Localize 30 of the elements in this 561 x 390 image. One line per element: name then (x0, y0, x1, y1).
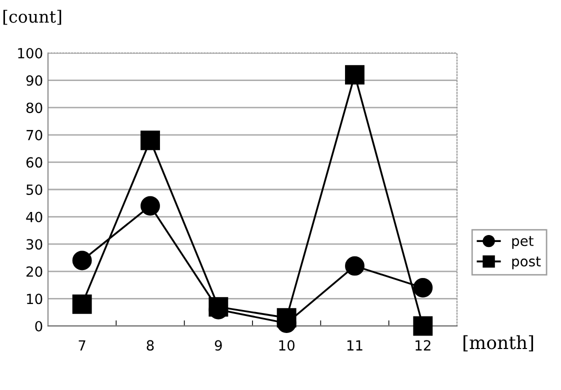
y-tick-label: 10 (26, 294, 42, 304)
x-tick-label: 9 (214, 340, 222, 351)
point (72, 294, 92, 314)
legend-label: pet (512, 236, 534, 249)
y-tick-label: 80 (26, 102, 42, 114)
point (276, 308, 296, 328)
y-tick-label: 40 (26, 212, 42, 222)
point (72, 250, 92, 270)
y-tick-label: 100 (18, 48, 42, 58)
y-tick-label: 20 (26, 266, 42, 277)
x-tick-label: 10 (279, 340, 294, 351)
legend-label: post (512, 256, 541, 270)
point (345, 256, 364, 276)
x-tick-label: 7 (78, 340, 86, 350)
y-tick-label: 0 (35, 320, 42, 332)
point (140, 196, 160, 216)
y-tick-label: 60 (26, 157, 42, 168)
y-tick-label: 90 (26, 75, 42, 86)
y-tick-label: 50 (26, 184, 42, 195)
y-axis-title: [count] (3, 10, 62, 25)
x-tick-label: 12 (416, 340, 430, 350)
x-axis-title: [month] (464, 335, 534, 352)
point (413, 316, 433, 336)
x-tick-label: 8 (146, 340, 154, 351)
point (345, 65, 364, 85)
point (140, 130, 160, 150)
y-tick-label: 30 (26, 239, 42, 250)
y-tick-label: 70 (26, 130, 42, 140)
x-tick-label: 11 (347, 340, 362, 350)
point (413, 278, 433, 298)
